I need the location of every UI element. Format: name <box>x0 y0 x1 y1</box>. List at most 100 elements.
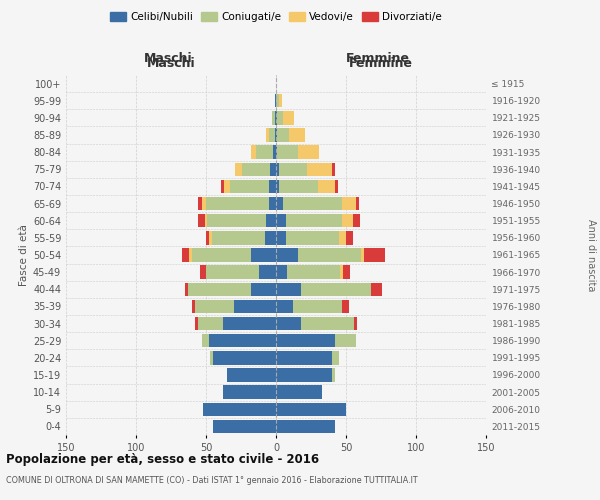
Bar <box>335 334 356 347</box>
Bar <box>298 146 319 159</box>
Bar <box>275 94 276 108</box>
Bar <box>242 162 271 176</box>
Bar <box>276 94 279 108</box>
Bar <box>289 128 305 141</box>
Bar <box>251 248 276 262</box>
Bar <box>279 180 318 193</box>
Text: Maschi: Maschi <box>143 52 193 65</box>
Bar <box>188 282 251 296</box>
Bar <box>212 231 265 244</box>
Bar <box>251 282 276 296</box>
Bar <box>265 231 276 244</box>
Bar <box>208 214 266 228</box>
Bar <box>276 334 335 347</box>
Bar <box>259 266 276 279</box>
Bar <box>206 266 259 279</box>
Bar <box>301 317 355 330</box>
Bar <box>276 162 279 176</box>
Bar <box>371 282 382 296</box>
Bar <box>276 266 287 279</box>
Bar <box>276 231 286 244</box>
Bar <box>332 368 335 382</box>
Bar <box>277 128 289 141</box>
Bar <box>209 334 276 347</box>
Bar <box>276 420 335 433</box>
Bar <box>206 231 209 244</box>
Bar <box>235 162 242 176</box>
Bar <box>346 231 353 244</box>
Bar <box>195 300 234 313</box>
Bar <box>276 300 293 313</box>
Bar <box>251 146 256 159</box>
Legend: Celibi/Nubili, Coniugati/e, Vedovi/e, Divorziati/e: Celibi/Nubili, Coniugati/e, Vedovi/e, Di… <box>108 10 444 24</box>
Text: Popolazione per età, sesso e stato civile - 2016: Popolazione per età, sesso e stato civil… <box>6 452 319 466</box>
Bar <box>224 180 230 193</box>
Bar <box>276 368 332 382</box>
Bar <box>221 180 224 193</box>
Bar <box>197 317 223 330</box>
Bar <box>202 197 206 210</box>
Bar <box>192 248 251 262</box>
Bar <box>364 248 385 262</box>
Bar <box>189 248 192 262</box>
Text: Anni di nascita: Anni di nascita <box>586 219 596 291</box>
Bar <box>307 162 332 176</box>
Bar <box>275 111 276 124</box>
Bar <box>273 146 276 159</box>
Bar <box>213 351 276 364</box>
Bar <box>213 420 276 433</box>
Bar <box>269 197 276 210</box>
Bar <box>343 266 350 279</box>
Bar <box>230 180 269 193</box>
Bar <box>182 248 189 262</box>
Bar <box>234 300 276 313</box>
Bar <box>276 128 277 141</box>
Bar <box>342 300 349 313</box>
Bar <box>266 214 276 228</box>
Bar <box>287 266 340 279</box>
Bar <box>361 248 364 262</box>
Bar <box>342 197 356 210</box>
Bar <box>286 231 339 244</box>
Bar <box>276 248 298 262</box>
Bar <box>269 180 276 193</box>
Text: Femmine: Femmine <box>346 52 410 65</box>
Bar <box>197 197 202 210</box>
Bar <box>276 111 277 124</box>
Text: Maschi: Maschi <box>146 57 196 70</box>
Bar <box>276 197 283 210</box>
Bar <box>293 300 342 313</box>
Y-axis label: Fasce di età: Fasce di età <box>19 224 29 286</box>
Text: Femmine: Femmine <box>349 57 413 70</box>
Bar <box>205 214 208 228</box>
Bar <box>353 214 360 228</box>
Bar <box>279 162 307 176</box>
Bar <box>223 317 276 330</box>
Bar <box>202 334 209 347</box>
Bar <box>283 197 342 210</box>
Bar <box>276 214 286 228</box>
Bar <box>277 146 298 159</box>
Bar <box>256 146 273 159</box>
Bar <box>339 231 346 244</box>
Bar <box>298 248 361 262</box>
Bar <box>206 197 269 210</box>
Bar <box>272 111 275 124</box>
Bar <box>203 402 276 416</box>
Bar <box>197 214 205 228</box>
Bar <box>223 386 276 399</box>
Bar <box>209 231 212 244</box>
Bar <box>279 94 281 108</box>
Bar <box>195 317 197 330</box>
Bar <box>192 300 195 313</box>
Bar <box>185 282 188 296</box>
Bar <box>283 111 294 124</box>
Bar <box>286 214 342 228</box>
Bar <box>269 128 275 141</box>
Text: COMUNE DI OLTRONA DI SAN MAMETTE (CO) - Dati ISTAT 1° gennaio 2016 - Elaborazion: COMUNE DI OLTRONA DI SAN MAMETTE (CO) - … <box>6 476 418 485</box>
Bar <box>276 180 279 193</box>
Bar <box>318 180 335 193</box>
Bar <box>335 180 338 193</box>
Bar <box>276 282 301 296</box>
Bar <box>266 128 269 141</box>
